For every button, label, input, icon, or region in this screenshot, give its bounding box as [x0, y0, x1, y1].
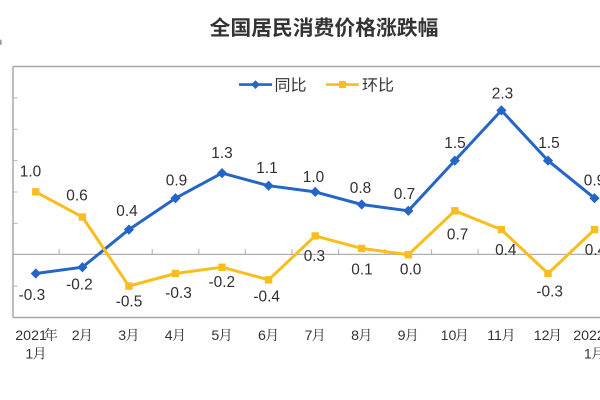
svg-text:1.0: 1.0 — [303, 169, 324, 186]
svg-text:7: 7 — [305, 328, 313, 344]
svg-text:1: 1 — [584, 346, 592, 362]
svg-text:0.4: 0.4 — [116, 203, 138, 220]
svg-text:4: 4 — [165, 328, 173, 344]
svg-text:1: 1 — [25, 346, 33, 362]
svg-text:0.3: 0.3 — [304, 248, 325, 265]
svg-text:1.0: 1.0 — [20, 163, 41, 180]
svg-text:1.5: 1.5 — [538, 135, 559, 152]
svg-text:2.3: 2.3 — [492, 85, 513, 102]
svg-text:0.4: 0.4 — [585, 242, 600, 259]
svg-text:3: 3 — [118, 328, 126, 344]
svg-text:0.7: 0.7 — [394, 186, 415, 203]
svg-text:0.9: 0.9 — [584, 172, 600, 189]
svg-text:0.0: 0.0 — [400, 261, 421, 278]
svg-text:0.9: 0.9 — [166, 172, 187, 189]
svg-text:-0.2: -0.2 — [66, 276, 93, 293]
svg-text:-0.3: -0.3 — [536, 284, 563, 301]
svg-text:-0.2: -0.2 — [209, 274, 236, 291]
svg-text:9: 9 — [398, 328, 406, 344]
svg-text:8: 8 — [351, 328, 359, 344]
svg-text:10: 10 — [441, 328, 457, 344]
svg-text:-0.3: -0.3 — [165, 285, 192, 302]
svg-text:2021: 2021 — [15, 328, 47, 344]
svg-text:12: 12 — [534, 328, 550, 344]
svg-text:-0.4: -0.4 — [253, 289, 280, 306]
svg-text:0.4: 0.4 — [495, 242, 517, 259]
svg-text:0.1: 0.1 — [351, 261, 372, 278]
svg-text:1.5: 1.5 — [444, 135, 465, 152]
svg-text:0.6: 0.6 — [66, 187, 87, 204]
svg-text:1.3: 1.3 — [211, 145, 232, 162]
svg-text:1.1: 1.1 — [256, 160, 277, 177]
svg-text:0.7: 0.7 — [447, 226, 468, 243]
svg-text:0.8: 0.8 — [350, 180, 371, 197]
svg-text:-0.3: -0.3 — [19, 287, 46, 304]
svg-text:5: 5 — [211, 328, 219, 344]
svg-text:-0.5: -0.5 — [116, 293, 143, 310]
svg-text:2: 2 — [72, 328, 80, 344]
svg-text:6: 6 — [258, 328, 266, 344]
svg-text:2022: 2022 — [573, 328, 600, 344]
svg-text:11: 11 — [487, 328, 502, 344]
